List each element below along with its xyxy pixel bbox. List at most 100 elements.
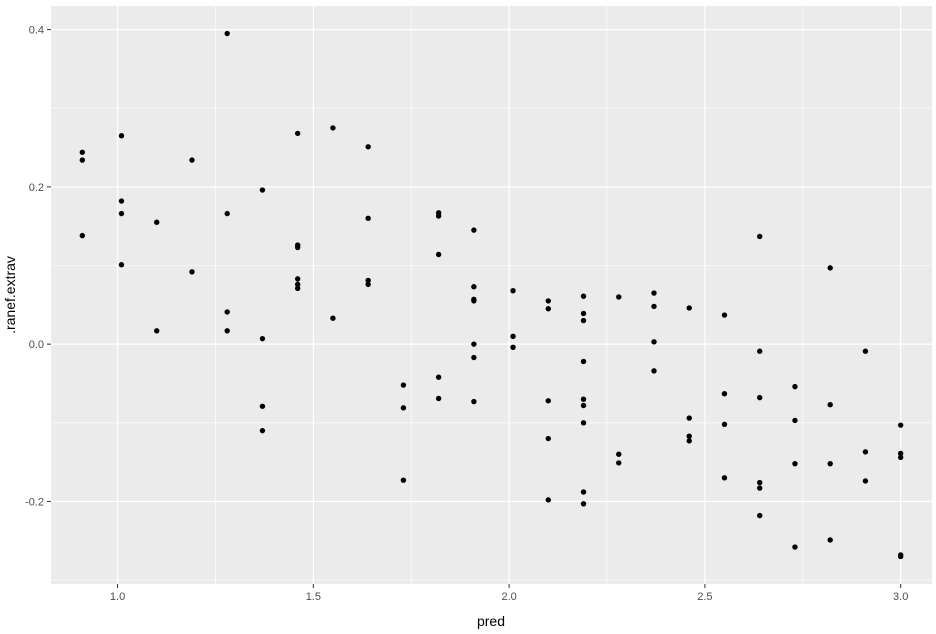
data-point — [757, 348, 763, 354]
data-point — [471, 341, 477, 347]
data-point — [365, 144, 371, 150]
data-point — [580, 420, 587, 426]
data-point — [400, 405, 407, 411]
data-point — [510, 287, 516, 294]
data-point — [118, 262, 125, 268]
data-point — [616, 460, 622, 466]
data-point — [580, 402, 587, 409]
data-point — [471, 298, 477, 304]
data-point — [616, 451, 622, 457]
y-tick-label: 0.2 — [29, 182, 44, 194]
data-point — [435, 374, 442, 380]
data-point — [189, 157, 195, 163]
data-point — [294, 130, 301, 137]
data-point — [154, 328, 160, 334]
data-point — [580, 358, 587, 365]
data-point — [259, 427, 266, 434]
data-point — [471, 284, 477, 290]
y-axis-title: .ranef.extrav — [2, 256, 18, 334]
data-point — [827, 537, 833, 543]
data-point — [580, 310, 587, 317]
data-point — [79, 149, 86, 155]
data-point — [154, 219, 160, 225]
data-point — [721, 475, 728, 481]
data-point — [686, 433, 692, 439]
x-axis: 1.0 1.5 2.0 2.5 3.0 — [110, 584, 908, 603]
data-point — [862, 449, 869, 455]
data-point — [792, 417, 798, 424]
data-point — [294, 276, 301, 282]
data-point — [545, 306, 551, 312]
data-point — [651, 339, 657, 345]
data-point — [224, 309, 230, 315]
data-points — [79, 30, 904, 560]
data-point — [79, 157, 86, 163]
data-point — [862, 478, 869, 484]
plot-panel — [51, 6, 932, 584]
data-point — [189, 269, 195, 275]
data-point — [862, 348, 869, 354]
data-point — [580, 317, 587, 324]
data-point — [545, 497, 551, 503]
data-point — [259, 403, 266, 409]
data-point — [721, 312, 728, 318]
data-point — [118, 210, 125, 217]
data-point — [792, 383, 798, 390]
y-tick-label: 0.0 — [29, 339, 44, 351]
data-point — [651, 368, 657, 374]
data-point — [224, 210, 230, 217]
x-tick-label: 2.0 — [501, 591, 516, 603]
minor-gridlines — [51, 6, 932, 584]
data-point — [259, 187, 266, 193]
data-point — [757, 512, 763, 519]
data-point — [827, 402, 833, 408]
data-point — [545, 435, 551, 442]
y-tick-label: 0.4 — [29, 25, 44, 37]
data-point — [79, 232, 86, 239]
data-point — [118, 198, 125, 204]
data-point — [365, 277, 371, 284]
data-point — [224, 328, 230, 334]
data-point — [827, 460, 833, 467]
data-point — [400, 477, 407, 483]
data-point — [757, 394, 763, 401]
y-axis: -0.2 0.0 0.2 0.4 — [25, 25, 51, 508]
data-point — [294, 281, 301, 288]
major-gridlines — [51, 6, 932, 584]
data-point — [471, 227, 477, 233]
x-tick-label: 1.5 — [306, 591, 321, 603]
data-point — [721, 390, 728, 397]
x-tick-label: 3.0 — [893, 591, 908, 603]
data-point — [471, 354, 477, 361]
data-point — [792, 544, 798, 550]
data-point — [118, 133, 125, 139]
data-point — [897, 553, 904, 560]
data-point — [897, 422, 904, 428]
data-point — [757, 479, 763, 486]
data-point — [580, 501, 587, 507]
data-point — [757, 485, 763, 491]
data-point — [510, 344, 516, 350]
data-point — [545, 298, 551, 304]
data-point — [651, 290, 657, 296]
data-point — [259, 335, 266, 342]
data-point — [686, 305, 692, 311]
data-point — [294, 244, 301, 251]
data-point — [330, 315, 336, 321]
data-point — [721, 421, 728, 428]
data-point — [897, 450, 904, 457]
data-point — [330, 125, 336, 131]
data-point — [365, 215, 371, 222]
data-point — [435, 251, 442, 258]
data-point — [616, 294, 622, 300]
data-point — [365, 281, 371, 288]
data-point — [400, 382, 407, 388]
data-point — [510, 333, 516, 339]
data-point — [580, 396, 587, 402]
data-point — [792, 460, 798, 467]
data-point — [651, 303, 657, 310]
data-point — [686, 415, 692, 421]
x-tick-label: 1.0 — [110, 591, 125, 603]
data-point — [686, 438, 692, 444]
